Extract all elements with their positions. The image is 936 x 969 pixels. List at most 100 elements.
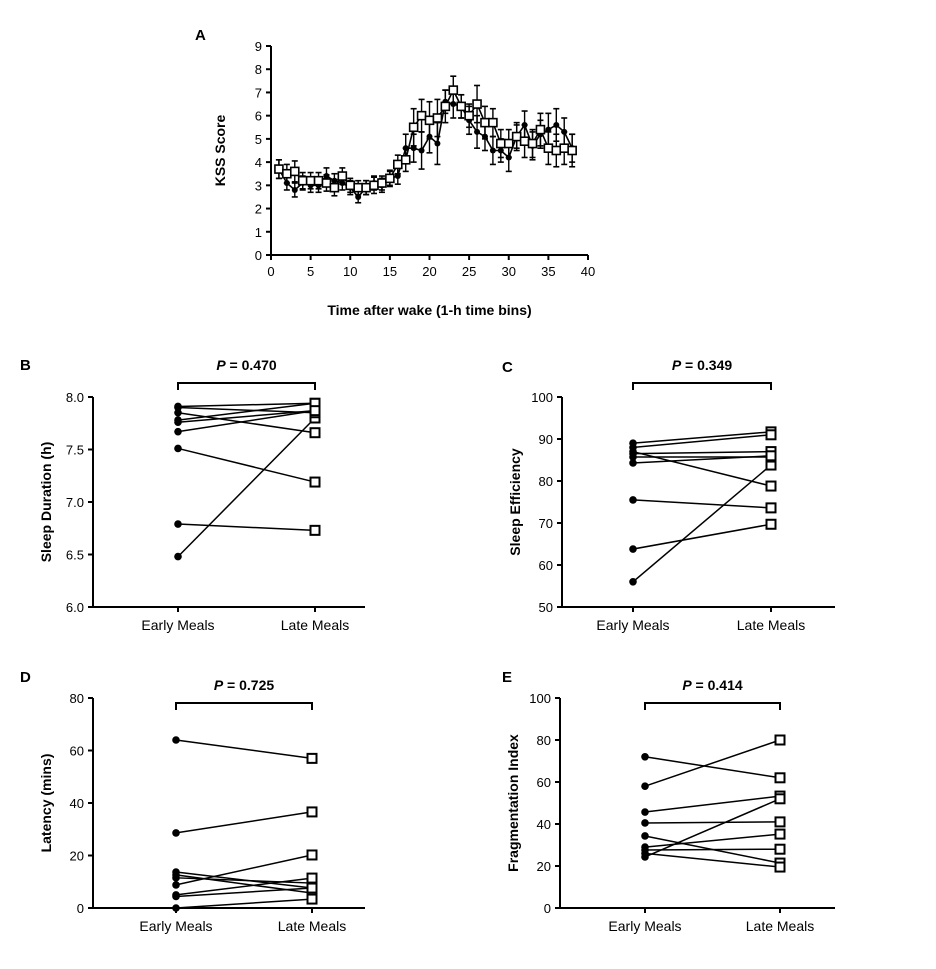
late-meals-point <box>774 816 786 828</box>
late-meals-point <box>309 524 321 536</box>
panel-letter-e: E <box>502 669 512 686</box>
x-tick-label: Early Meals <box>608 918 681 934</box>
early-meals-point <box>629 545 637 553</box>
pair-line <box>175 874 313 894</box>
data-point <box>291 186 298 193</box>
late-meals-point <box>306 893 318 905</box>
x-tick-label: Early Meals <box>141 617 214 633</box>
y-tick-label: 0 <box>77 901 84 916</box>
x-tick-label: 10 <box>343 264 357 279</box>
subject-pair <box>174 520 321 536</box>
significance-bracket <box>644 702 781 710</box>
x-tick-label: Late Meals <box>278 918 346 934</box>
pair-line <box>177 417 316 558</box>
data-point <box>472 99 482 109</box>
y-axis-label: KSS Score <box>212 114 228 186</box>
significance-bracket <box>177 382 316 390</box>
x-tick-label: Late Meals <box>281 617 349 633</box>
data-point <box>511 131 522 142</box>
early-meals-point <box>629 459 637 467</box>
panel-d: D 0 20 40 60 80 Early Meals Late Meals Latency (… <box>20 669 365 934</box>
p-symbol: P <box>214 677 224 693</box>
panel-b: B 6.0 6.5 7.0 7.5 8.0 Early Meals Late Meals Sle… <box>20 357 365 633</box>
y-tick-label: 100 <box>529 691 551 706</box>
data-point <box>418 147 425 154</box>
early-meals-point <box>641 819 649 827</box>
late-meals-point <box>774 772 786 784</box>
x-tick-label: 40 <box>581 264 595 279</box>
data-point <box>474 128 481 135</box>
data-point <box>496 138 506 149</box>
early-meals-point <box>174 520 182 528</box>
late-meals-point <box>306 872 318 884</box>
y-tick-label: 60 <box>539 558 553 573</box>
pair-line <box>632 523 772 550</box>
subject-pair <box>629 496 777 514</box>
subject-pair <box>629 426 777 448</box>
subject-pair <box>629 447 777 492</box>
x-tick-label: 35 <box>541 264 555 279</box>
data-point <box>321 178 332 188</box>
data-point <box>448 85 459 95</box>
significance-bracket <box>175 702 313 710</box>
early-meals-point <box>174 552 182 561</box>
y-tick-label: 8 <box>255 62 262 77</box>
pair-line <box>175 739 313 760</box>
data-point <box>410 145 417 152</box>
p-value: = 0.349 <box>681 357 732 373</box>
y-tick-label: 0 <box>544 901 551 916</box>
pair-line <box>644 852 781 868</box>
data-point <box>329 182 340 193</box>
subject-pair <box>172 871 318 899</box>
x-tick-label: 0 <box>267 264 274 279</box>
data-point <box>392 159 403 170</box>
y-tick-label: 1 <box>255 225 262 240</box>
early-meals-point <box>629 578 637 586</box>
y-tick-label: 80 <box>539 474 553 489</box>
pair-line <box>644 756 781 779</box>
panel-e: E 0 20 40 60 80 100 Early Meals Late Meals Fragme… <box>502 669 835 934</box>
x-tick-label: 30 <box>502 264 516 279</box>
pair-line <box>177 409 316 433</box>
y-tick-label: 60 <box>70 744 84 759</box>
early-meals-point <box>629 453 637 461</box>
p-value-label: P = 0.414 <box>682 677 743 693</box>
subject-pair <box>641 849 786 873</box>
data-point <box>535 124 546 135</box>
panel-letter-b: B <box>20 357 31 374</box>
pair-line <box>175 854 313 886</box>
pair-line <box>632 499 772 509</box>
data-point <box>553 121 560 128</box>
pair-line <box>644 795 781 813</box>
p-symbol: P <box>216 357 226 373</box>
y-tick-label: 6 <box>255 109 262 124</box>
pair-line <box>632 464 772 583</box>
pair-line <box>175 898 313 909</box>
subject-pair <box>172 736 318 764</box>
data-point <box>337 171 348 181</box>
early-meals-point <box>172 892 180 901</box>
data-point <box>567 145 577 156</box>
y-axis-label: Fragmentation Index <box>505 734 521 872</box>
pair-line <box>644 798 781 858</box>
y-tick-label: 7.0 <box>66 495 84 510</box>
data-point <box>527 138 538 149</box>
data-point <box>400 154 411 165</box>
early-meals-point <box>174 418 182 427</box>
y-tick-label: 5 <box>255 132 262 147</box>
y-tick-label: 80 <box>70 691 84 706</box>
y-axis-label: Sleep Duration (h) <box>38 442 54 563</box>
p-value-label: P = 0.725 <box>214 677 275 693</box>
late-meals-point <box>765 429 777 441</box>
early-meals-point <box>172 829 180 837</box>
pair-line <box>177 402 316 421</box>
subject-pair <box>174 405 321 427</box>
series-open-square <box>274 75 577 197</box>
subject-pair <box>629 429 777 452</box>
pair-line <box>177 523 316 532</box>
subject-pair <box>629 450 777 467</box>
p-symbol: P <box>672 357 682 373</box>
data-point <box>543 143 554 153</box>
y-tick-label: 7 <box>255 85 262 100</box>
